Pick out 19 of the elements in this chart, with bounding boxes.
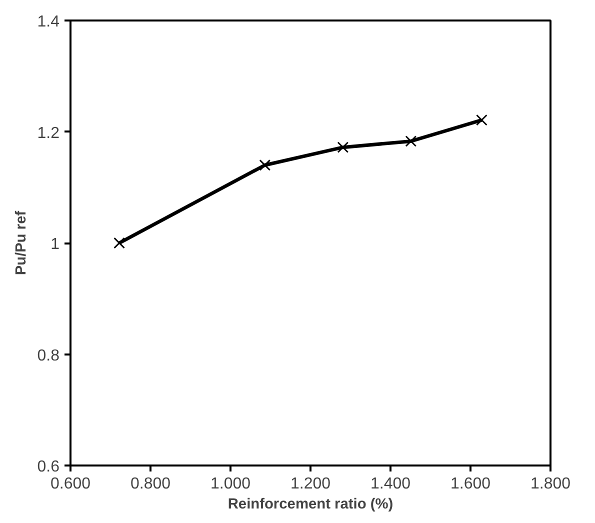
x-axis-title: Reinforcement ratio (%): [228, 496, 394, 512]
y-tick-label: 1: [50, 236, 60, 253]
x-tick-label: 1.800: [530, 476, 571, 492]
x-tick-label: 1.200: [290, 476, 331, 492]
point: [337, 142, 349, 154]
x-tick-label: 0.600: [50, 476, 91, 492]
x-tick-label: 1.400: [370, 476, 411, 492]
x-tick-label: 1.600: [450, 476, 491, 492]
x-tick-label: 0.800: [130, 476, 171, 492]
x-tick-label: 1.000: [210, 476, 251, 492]
point: [114, 237, 125, 249]
point: [259, 159, 271, 171]
y-tick-label: 0.8: [37, 347, 60, 364]
y-tick-label: 1.4: [37, 14, 60, 30]
y-axis-title: Pu/Pu ref: [13, 210, 30, 276]
y-tick-label: 1.2: [37, 124, 60, 142]
point: [405, 136, 417, 147]
point: [476, 114, 488, 126]
y-tick-label: 0.6: [37, 458, 60, 476]
